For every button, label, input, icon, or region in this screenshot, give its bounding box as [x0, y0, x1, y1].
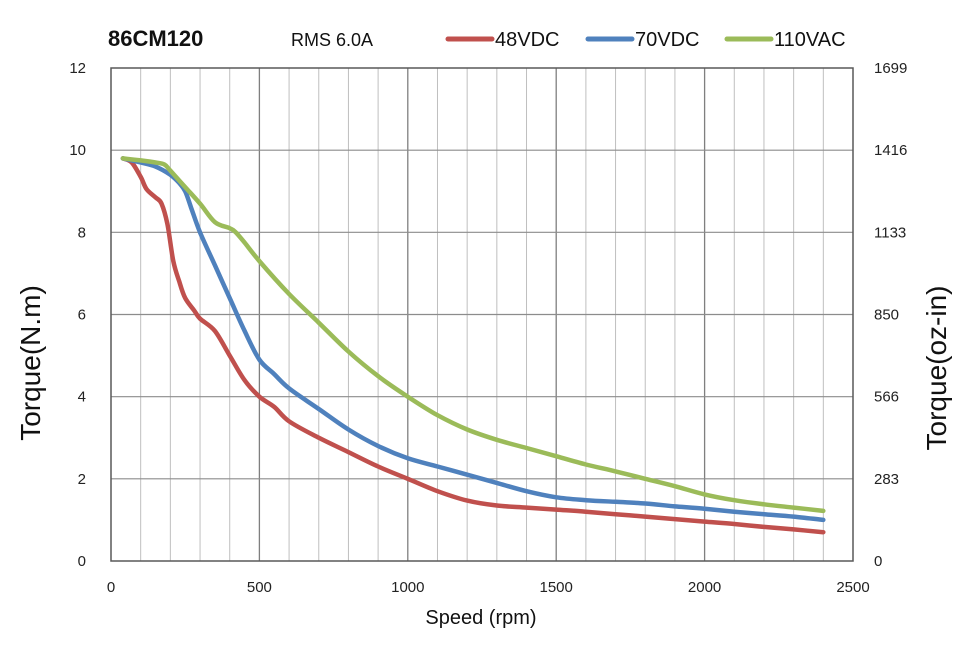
- x-tick-label: 1500: [540, 579, 573, 596]
- y2-axis-label: Torque(oz-in): [921, 286, 952, 451]
- y-tick-label: 10: [69, 142, 86, 159]
- y-tick-label: 0: [78, 553, 86, 570]
- x-axis-ticks: 0 500 1000 1500 2000 2500: [107, 579, 870, 596]
- series-line-48vdc: [120, 156, 826, 535]
- y2-tick-label: 566: [874, 389, 899, 406]
- series-line-110vac: [120, 156, 826, 514]
- legend-label: 70VDC: [635, 29, 699, 51]
- x-axis-label: Speed (rpm): [425, 607, 536, 629]
- y2-axis-ticks: 0 283 566 850 1133 1416 1699: [874, 60, 907, 570]
- x-tick-label: 1000: [391, 579, 424, 596]
- y-tick-label: 4: [78, 389, 86, 406]
- y-tick-label: 8: [78, 224, 86, 241]
- y-axis-ticks: 0 2 4 6 8 10 12: [69, 60, 86, 570]
- x-tick-label: 500: [247, 579, 272, 596]
- legend-label: 110VAC: [774, 29, 846, 51]
- y2-tick-label: 1133: [874, 224, 906, 241]
- y-tick-label: 12: [69, 60, 86, 77]
- y2-tick-label: 850: [874, 307, 899, 324]
- x-tick-label: 2000: [688, 579, 721, 596]
- y2-tick-label: 1699: [874, 60, 907, 77]
- y-tick-label: 6: [78, 307, 86, 324]
- y-tick-label: 2: [78, 471, 86, 488]
- y2-tick-label: 0: [874, 553, 882, 570]
- chart-subtitle: RMS 6.0A: [291, 30, 373, 50]
- series-line-70vdc: [120, 156, 826, 523]
- plot-frame: [110, 67, 854, 562]
- x-tick-label: 2500: [836, 579, 869, 596]
- chart-title: 86CM120: [108, 26, 203, 51]
- series-layer: [120, 156, 826, 535]
- y2-tick-label: 1416: [874, 142, 907, 159]
- legend-label: 48VDC: [495, 29, 559, 51]
- y2-tick-label: 283: [874, 471, 899, 488]
- y-axis-label: Torque(N.m): [15, 285, 46, 441]
- x-tick-label: 0: [107, 579, 115, 596]
- legend: 48VDC 70VDC 110VAC: [445, 29, 846, 51]
